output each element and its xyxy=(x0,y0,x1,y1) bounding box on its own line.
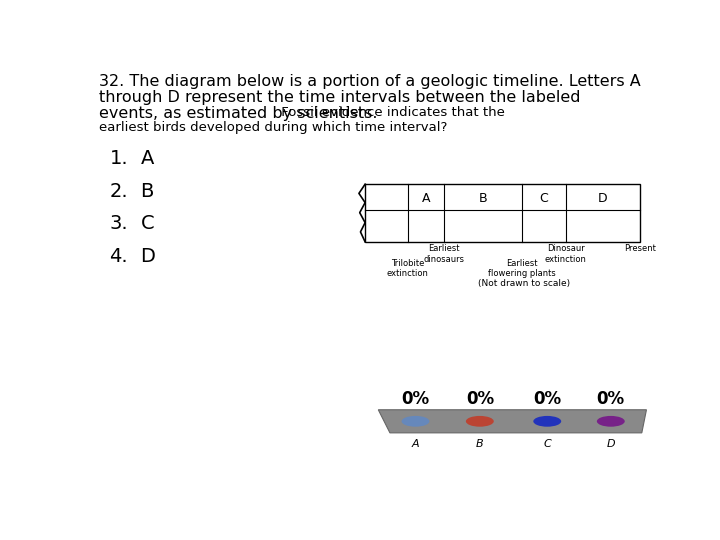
Ellipse shape xyxy=(597,416,625,427)
Text: B: B xyxy=(476,439,484,449)
Text: D: D xyxy=(598,192,608,205)
Text: Earliest
dinosaurs: Earliest dinosaurs xyxy=(423,244,464,264)
Text: D: D xyxy=(606,439,615,449)
Text: 4.: 4. xyxy=(109,247,128,266)
Text: Present: Present xyxy=(624,244,656,253)
Text: 3.: 3. xyxy=(109,214,128,233)
Text: B: B xyxy=(140,182,154,201)
Text: 0%: 0% xyxy=(597,390,625,408)
Text: D: D xyxy=(140,247,156,266)
Text: C: C xyxy=(539,192,548,205)
Text: A: A xyxy=(422,192,431,205)
Bar xyxy=(365,184,640,242)
Text: Earliest
flowering plants: Earliest flowering plants xyxy=(488,259,556,278)
Text: 1.: 1. xyxy=(109,150,128,168)
Polygon shape xyxy=(378,410,647,433)
Ellipse shape xyxy=(402,416,429,427)
Ellipse shape xyxy=(466,416,494,427)
Text: events, as estimated by scientists.: events, as estimated by scientists. xyxy=(99,106,378,122)
Text: Fossil evidence indicates that the: Fossil evidence indicates that the xyxy=(276,106,505,119)
Text: 0%: 0% xyxy=(466,390,494,408)
Text: (Not drawn to scale): (Not drawn to scale) xyxy=(478,279,570,288)
Text: A: A xyxy=(140,150,154,168)
Text: earliest birds developed during which time interval?: earliest birds developed during which ti… xyxy=(99,121,448,134)
Text: Dinosaur
extinction: Dinosaur extinction xyxy=(545,244,587,264)
Text: 0%: 0% xyxy=(534,390,562,408)
Text: C: C xyxy=(544,439,551,449)
Text: 32. The diagram below is a portion of a geologic timeline. Letters A: 32. The diagram below is a portion of a … xyxy=(99,74,641,89)
Text: Trilobite
extinction: Trilobite extinction xyxy=(387,259,428,278)
Text: 2.: 2. xyxy=(109,182,128,201)
Text: A: A xyxy=(412,439,419,449)
Text: 0%: 0% xyxy=(402,390,430,408)
Text: B: B xyxy=(479,192,487,205)
Ellipse shape xyxy=(534,416,561,427)
Text: C: C xyxy=(140,214,154,233)
Text: through D represent the time intervals between the labeled: through D represent the time intervals b… xyxy=(99,90,581,105)
